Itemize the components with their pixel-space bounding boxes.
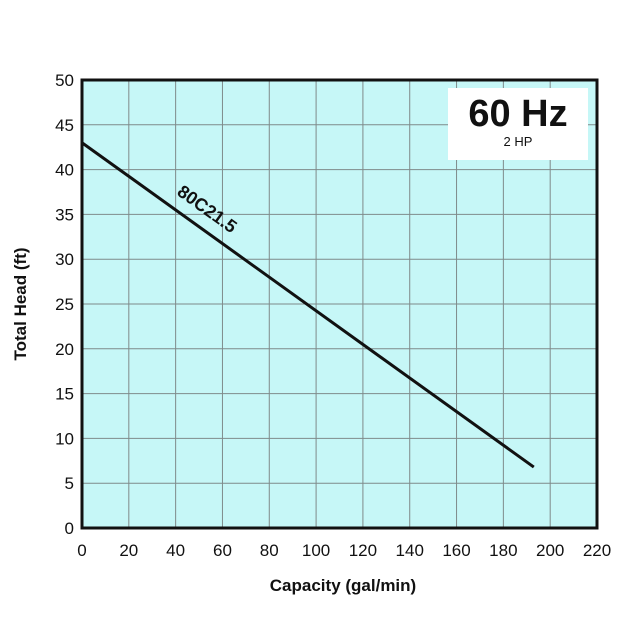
x-axis-ticks: 0 20 40 60 80 100 120 140 160 180 200 220 (77, 541, 611, 560)
x-tick-label: 160 (442, 541, 470, 560)
x-tick-label: 140 (396, 541, 424, 560)
x-tick-label: 220 (583, 541, 611, 560)
x-tick-label: 20 (119, 541, 138, 560)
x-tick-label: 180 (489, 541, 517, 560)
x-tick-label: 200 (536, 541, 564, 560)
x-tick-label: 0 (77, 541, 86, 560)
series-line (81, 141, 535, 469)
x-tick-label: 40 (166, 541, 185, 560)
x-tick-label: 120 (349, 541, 377, 560)
x-tick-label: 60 (213, 541, 232, 560)
y-tick-label: 35 (55, 205, 74, 224)
plot-frame (80, 78, 599, 530)
x-tick-label: 80 (260, 541, 279, 560)
y-axis-ticks: 0 5 10 15 20 25 30 35 40 45 50 (55, 71, 74, 538)
power-label: 2 HP (504, 134, 533, 149)
y-tick-label: 45 (55, 116, 74, 135)
y-tick-label: 5 (65, 474, 74, 493)
frequency-label: 60 Hz (468, 93, 567, 135)
x-tick-label: 100 (302, 541, 330, 560)
y-tick-label: 15 (55, 385, 74, 404)
frequency-label-box (448, 88, 588, 160)
y-tick-label: 20 (55, 340, 74, 359)
y-tick-label: 50 (55, 71, 74, 90)
y-tick-label: 40 (55, 161, 74, 180)
y-tick-label: 30 (55, 250, 74, 269)
y-tick-label: 0 (65, 519, 74, 538)
y-tick-label: 10 (55, 429, 74, 448)
y-tick-label: 25 (55, 295, 74, 314)
x-axis-title: Capacity (gal/min) (270, 576, 416, 595)
y-axis-title: Total Head (ft) (11, 247, 30, 360)
